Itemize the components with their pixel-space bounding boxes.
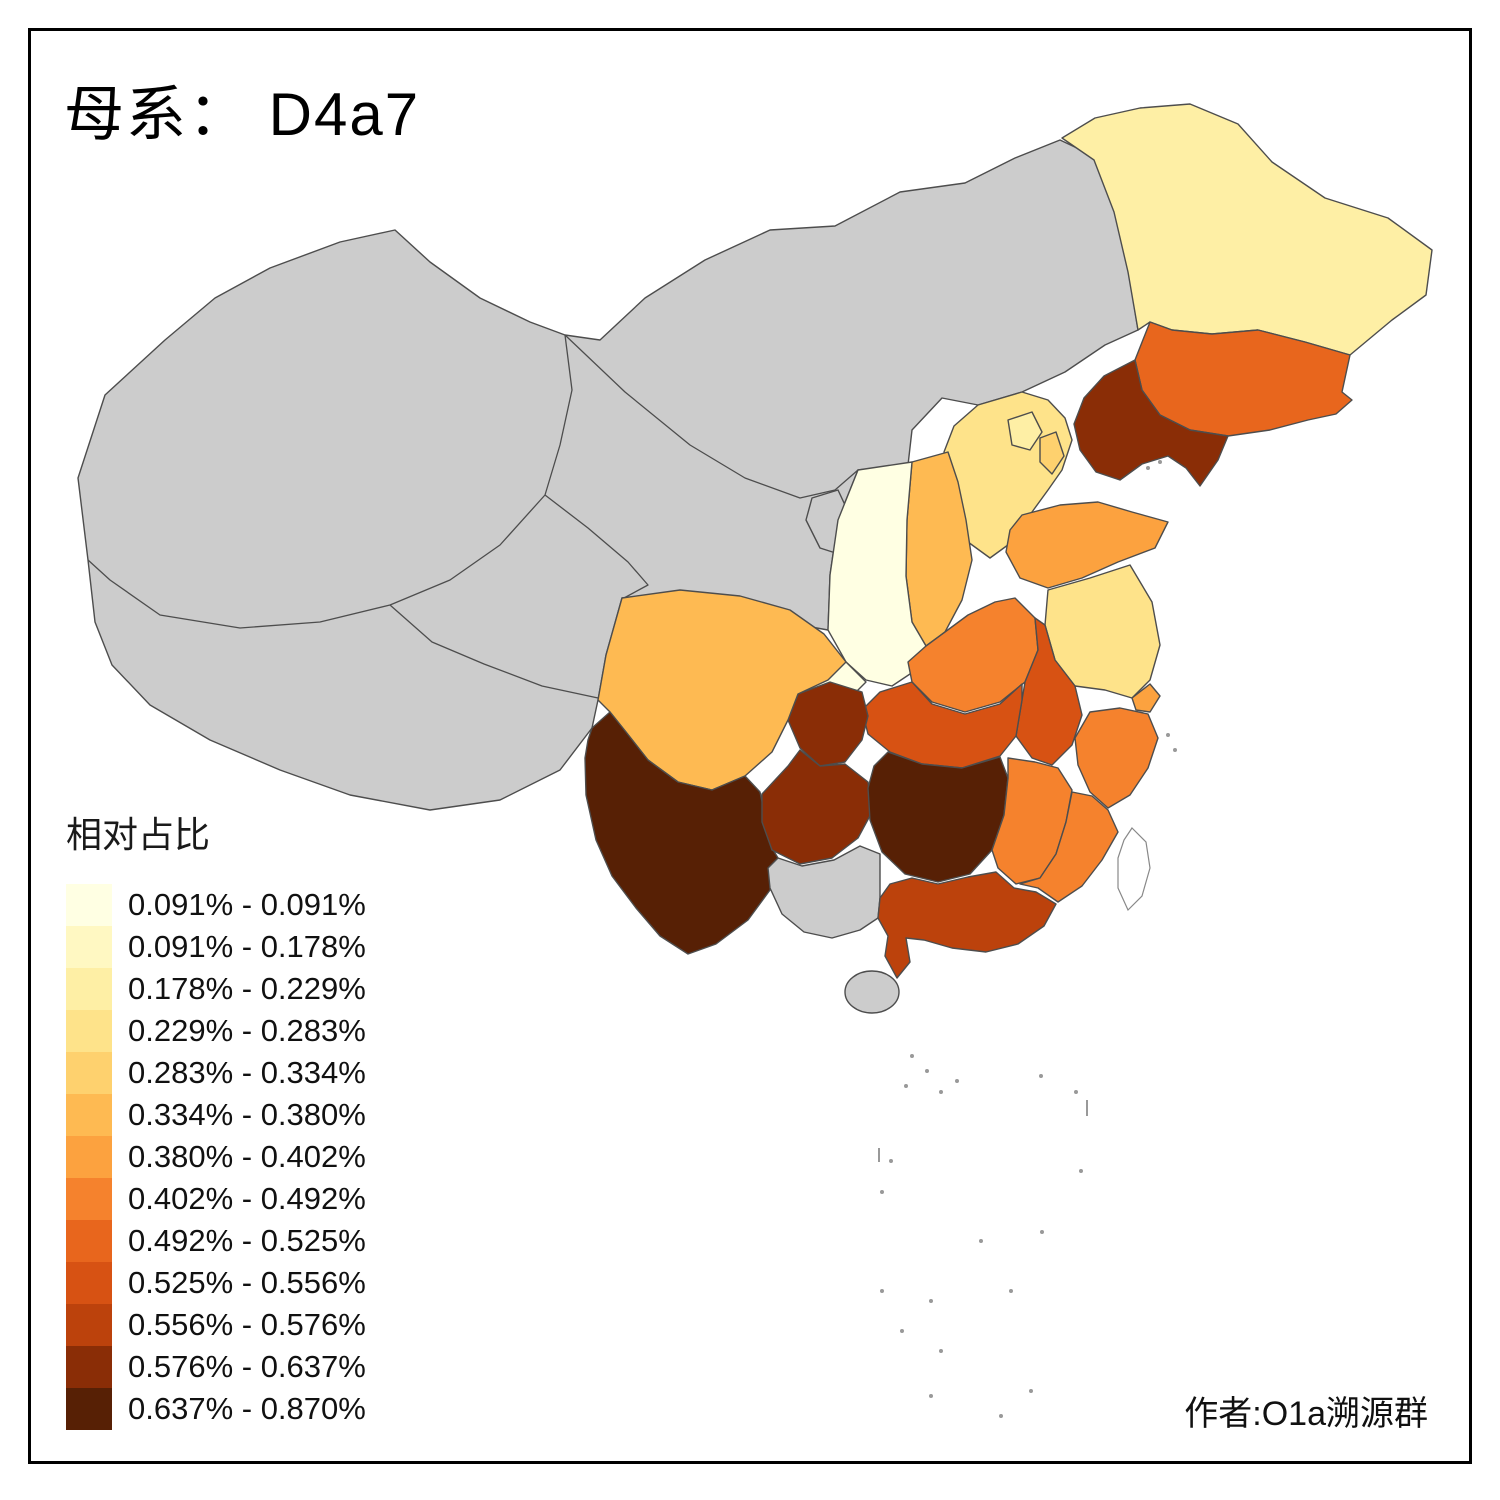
legend-label: 0.178% - 0.229% [128,971,366,1006]
legend-swatch [66,1346,112,1388]
legend-label: 0.556% - 0.576% [128,1307,366,1342]
legend-label: 0.091% - 0.091% [128,887,366,922]
legend-item: 0.283% - 0.334% [66,1052,366,1094]
province-heilongjiang [1061,103,1433,356]
legend-item: 0.402% - 0.492% [66,1178,366,1220]
province-fujian [1019,791,1119,903]
legend-swatch [66,1262,112,1304]
legend: 相对占比 0.091% - 0.091% 0.091% - 0.178% 0.1… [66,806,366,1430]
legend-title: 相对占比 [66,814,211,855]
province-liaoning [1073,359,1229,487]
legend-label: 0.492% - 0.525% [128,1223,366,1258]
page-title: 母系： D4a7 [64,81,421,148]
sea-islands [878,460,1177,1418]
legend-label: 0.380% - 0.402% [128,1139,366,1174]
province-shaanxi [827,461,927,687]
author-credit: 作者:O1a溯源群 [1184,1395,1428,1433]
border-xinjiang-tibet [87,334,573,629]
province-shandong [1005,501,1169,589]
legend-swatch [66,1010,112,1052]
province-tianjin [1039,431,1065,475]
province-chongqing [787,681,869,767]
legend-swatch [66,1388,112,1430]
province-guangxi [767,845,881,939]
legend-swatch [66,1178,112,1220]
province-hunan [867,751,1009,883]
province-shanghai [1131,683,1161,713]
legend-item: 0.525% - 0.556% [66,1262,366,1304]
border-gansu-neimenggu [564,334,859,499]
legend-item: 0.334% - 0.380% [66,1094,366,1136]
legend-swatch [66,1304,112,1346]
province-guangdong [877,871,1057,979]
plot-border [28,28,1472,1464]
legend-item: 0.576% - 0.637% [66,1346,366,1388]
province-taiwan [1117,827,1151,912]
legend-label: 0.525% - 0.556% [128,1265,366,1300]
legend-label: 0.229% - 0.283% [128,1013,366,1048]
legend-item: 0.091% - 0.091% [66,884,366,926]
legend-label: 0.576% - 0.637% [128,1349,366,1384]
province-yunnan [584,711,779,955]
legend-label: 0.334% - 0.380% [128,1097,366,1132]
legend-swatch [66,1052,112,1094]
border-qinghai-gansu [544,494,649,599]
province-hainan [844,970,900,1014]
border-tibet-qinghai [389,604,599,699]
legend-swatch [66,968,112,1010]
legend-item: 0.380% - 0.402% [66,1136,366,1178]
legend-swatch [66,1136,112,1178]
province-anhui [1015,617,1083,766]
legend-swatch [66,926,112,968]
legend-label: 0.637% - 0.870% [128,1391,366,1426]
legend-item: 0.091% - 0.178% [66,926,366,968]
legend-swatch [66,1220,112,1262]
legend-item: 0.229% - 0.283% [66,1010,366,1052]
legend-label: 0.402% - 0.492% [128,1181,366,1216]
province-zhejiang [1074,707,1159,809]
legend-label: 0.283% - 0.334% [128,1055,366,1090]
legend-swatch [66,884,112,926]
legend-item: 0.556% - 0.576% [66,1304,366,1346]
legend-item: 0.178% - 0.229% [66,968,366,1010]
legend-item: 0.637% - 0.870% [66,1388,366,1430]
legend-swatch [66,1094,112,1136]
province-beijing [1007,411,1043,451]
legend-item: 0.492% - 0.525% [66,1220,366,1262]
legend-label: 0.091% - 0.178% [128,929,366,964]
